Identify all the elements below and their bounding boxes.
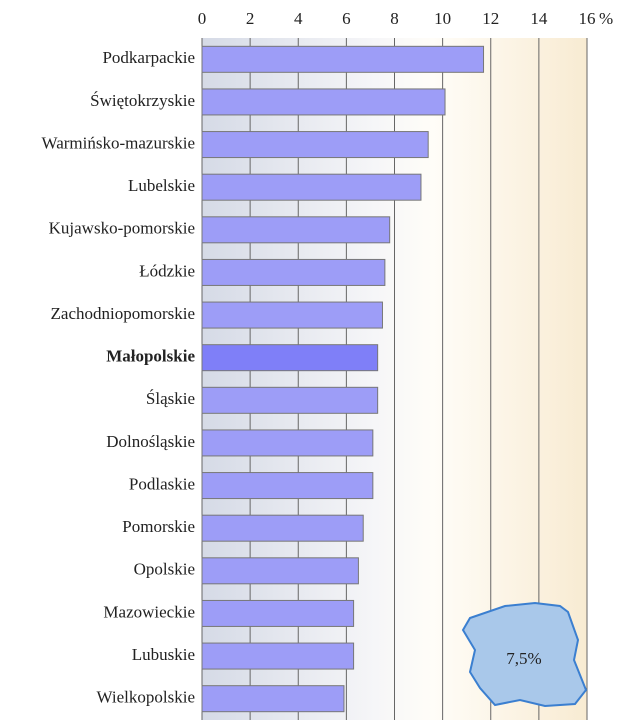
y-tick-label: Śląskie <box>146 389 195 408</box>
x-tick-label: 16 <box>579 9 596 28</box>
y-tick-label: Małopolskie <box>106 347 195 366</box>
y-tick-label: Dolnośląskie <box>106 432 195 451</box>
y-tick-label: Łódzkie <box>139 261 195 280</box>
x-tick-label: 4 <box>294 9 303 28</box>
y-tick-label: Świętokrzyskie <box>90 91 195 110</box>
y-tick-label: Kujawsko-pomorskie <box>49 219 195 238</box>
bar <box>201 472 374 500</box>
bar <box>201 599 355 627</box>
bar <box>201 386 379 414</box>
bar <box>201 429 374 457</box>
y-tick-label: Lubuskie <box>132 645 195 664</box>
y-tick-label: Podlaskie <box>129 474 195 493</box>
bar <box>201 216 391 244</box>
bar <box>201 557 359 585</box>
x-tick-label: 14 <box>530 9 548 28</box>
x-tick-label: 0 <box>198 9 207 28</box>
map-inset: 7,5% <box>461 601 588 708</box>
y-tick-label: Warmińsko-mazurskie <box>42 133 195 152</box>
x-tick-label: 6 <box>342 9 351 28</box>
y-tick-label: Zachodniopomorskie <box>51 304 195 323</box>
bar <box>201 88 446 116</box>
bar <box>201 258 386 286</box>
unit-label: % <box>599 9 613 28</box>
map-shape <box>461 601 588 708</box>
bar <box>201 685 345 713</box>
bar <box>201 131 429 159</box>
x-tick-label: 10 <box>434 9 451 28</box>
y-tick-label: Lubelskie <box>128 176 195 195</box>
bar <box>201 45 485 73</box>
x-tick-label: 2 <box>246 9 255 28</box>
bar <box>201 301 383 329</box>
y-tick-label: Pomorskie <box>122 517 195 536</box>
x-tick-label: 12 <box>482 9 499 28</box>
y-tick-label: Mazowieckie <box>103 602 195 621</box>
bar <box>201 344 379 372</box>
y-tick-label: Podkarpackie <box>102 48 195 67</box>
y-tick-label: Opolskie <box>134 560 195 579</box>
bar <box>201 173 422 201</box>
annotation: 7,5% <box>506 649 541 668</box>
bar <box>201 642 355 670</box>
x-tick-label: 8 <box>390 9 399 28</box>
bar <box>201 514 364 542</box>
y-tick-label: Wielkopolskie <box>97 688 195 707</box>
